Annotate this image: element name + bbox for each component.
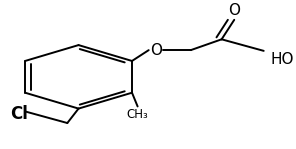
Text: O: O bbox=[150, 43, 162, 58]
Text: O: O bbox=[228, 3, 240, 18]
Text: CH₃: CH₃ bbox=[127, 108, 149, 121]
Text: HO: HO bbox=[271, 52, 294, 67]
Text: Cl: Cl bbox=[10, 105, 28, 123]
